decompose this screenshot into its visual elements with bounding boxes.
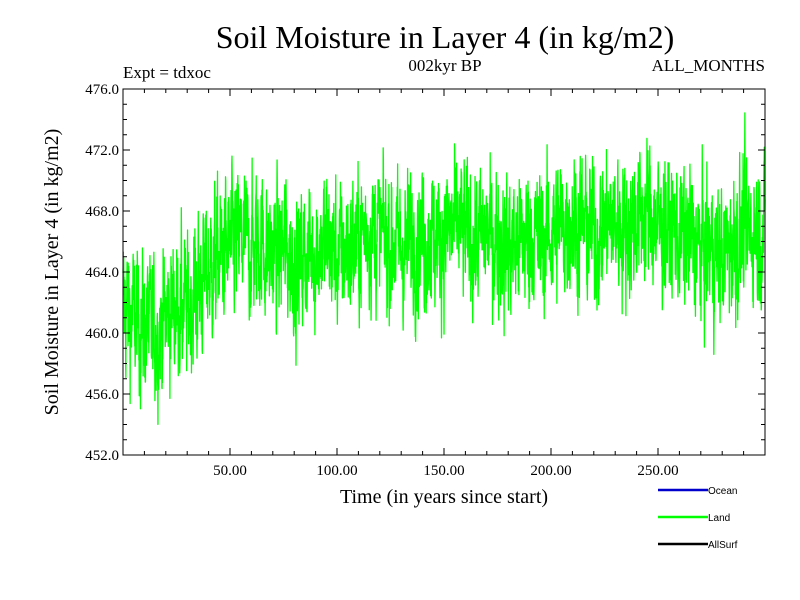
y-axis-label: Soil Moisture in Layer 4 (in kg/m2)	[41, 129, 63, 416]
chart-subtitle-right: ALL_MONTHS	[652, 56, 765, 75]
series-layer	[122, 112, 766, 425]
y-tick-label: 468.0	[85, 204, 119, 220]
ticks-layer: 50.00 100.00 150.00 200.00 250.00 452.0 456.0 4…	[85, 82, 765, 479]
x-tick-label: 100.00	[316, 463, 357, 479]
y-tick-label: 460.0	[85, 326, 119, 342]
chart-subtitle-left: Expt = tdxoc	[123, 63, 211, 82]
legend-ocean-label: Ocean	[708, 486, 737, 497]
series-land-line	[122, 112, 766, 425]
legend: Ocean Land AllSurf	[658, 486, 738, 551]
legend-allsurf-label: AllSurf	[708, 540, 738, 551]
chart-title: Soil Moisture in Layer 4 (in kg/m2)	[216, 19, 675, 55]
y-tick-label: 472.0	[85, 143, 119, 159]
y-tick-label: 452.0	[85, 448, 119, 464]
chart-subtitle-center: 002kyr BP	[408, 56, 481, 75]
x-axis-label: Time (in years since start)	[340, 486, 548, 508]
x-tick-label: 150.00	[423, 463, 464, 479]
y-tick-label: 476.0	[85, 82, 119, 98]
y-tick-label: 464.0	[85, 265, 119, 281]
y-tick-label: 456.0	[85, 387, 119, 403]
x-tick-label: 50.00	[213, 463, 247, 479]
legend-land-label: Land	[708, 513, 730, 524]
x-tick-label: 250.00	[637, 463, 678, 479]
x-tick-label: 200.00	[530, 463, 571, 479]
